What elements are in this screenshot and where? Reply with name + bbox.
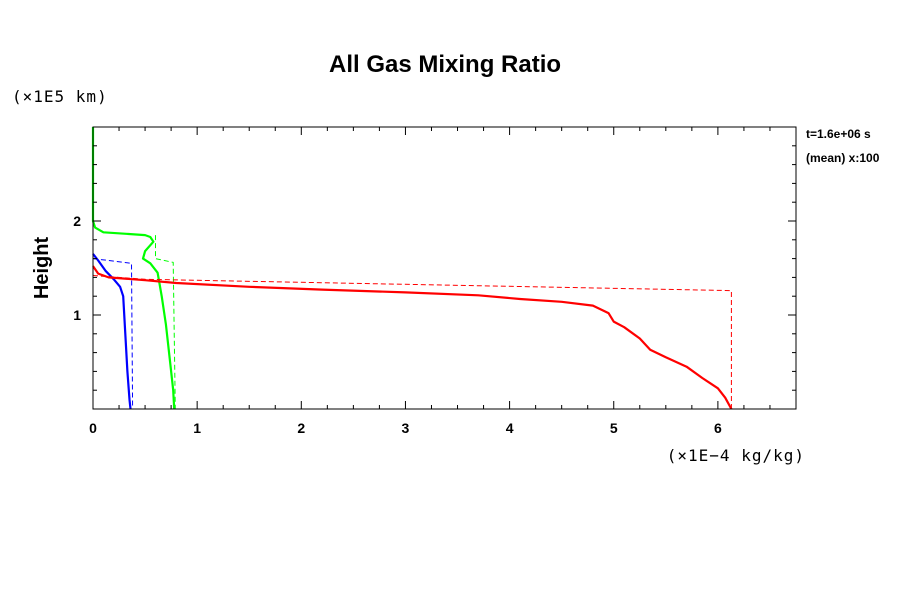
series-line-3 [92, 253, 132, 410]
x-tick-label: 6 [714, 420, 722, 436]
axes: 0 1 2 3 4 5 6 1 2 [73, 126, 797, 436]
series-line-5 [92, 265, 733, 410]
y-tick-label: 1 [73, 307, 81, 323]
x-tick-label: 4 [506, 420, 514, 436]
y-tick-label: 2 [73, 213, 81, 229]
y-unit-label: (×1E5 km) [12, 87, 108, 106]
plot-frame [92, 126, 797, 410]
series-line-2 [155, 235, 176, 410]
time-info-label: t=1.6e+06 s [806, 127, 871, 141]
x-tick-label: 5 [610, 420, 618, 436]
y-axis-label: Height [31, 237, 53, 300]
series-line-6 [92, 275, 732, 409]
chart-title: All Gas Mixing Ratio [329, 51, 561, 78]
series-layer [91, 127, 733, 410]
x-tick-label: 2 [297, 420, 305, 436]
series-line-4 [92, 258, 134, 410]
x-tick-label: 1 [193, 420, 201, 436]
mean-info-label: (mean) x:100 [806, 151, 880, 165]
x-tick-label: 3 [402, 420, 410, 436]
x-unit-label: (×1E−4 kg/kg) [667, 446, 805, 465]
series-line-1 [91, 127, 176, 410]
x-tick-label: 0 [89, 420, 97, 436]
